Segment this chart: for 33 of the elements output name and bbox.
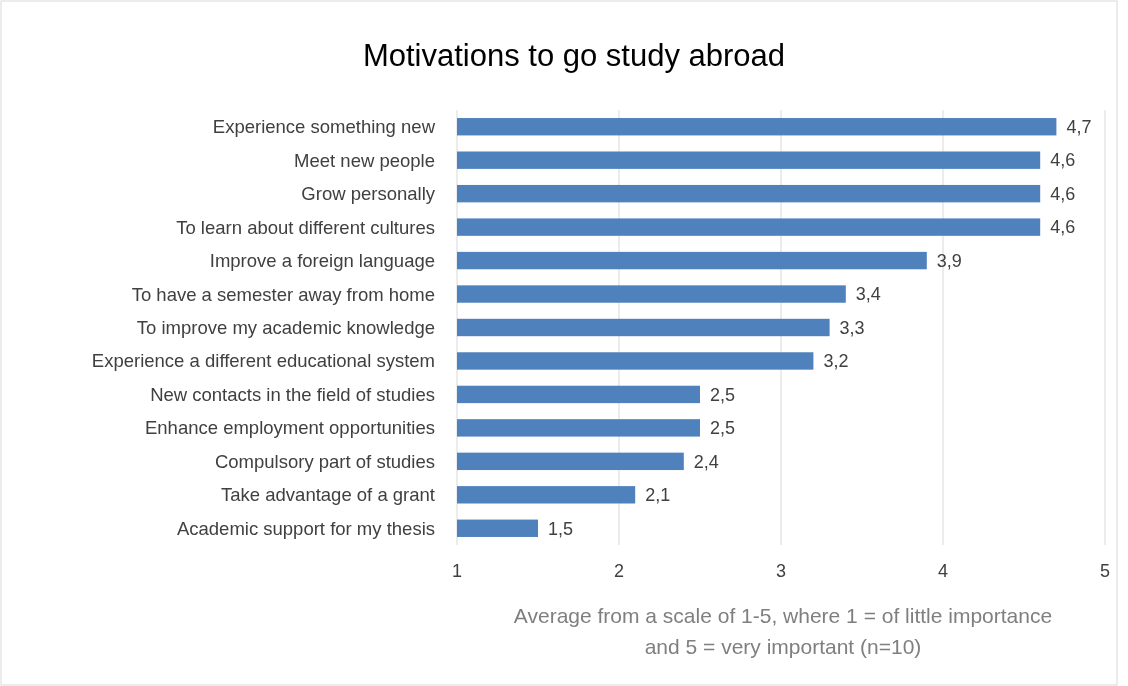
y-tick-label: New contacts in the field of studies [150, 383, 435, 405]
data-label: 3,3 [839, 317, 865, 338]
x-axis-title: Average from a scale of 1-5, where 1 = of little importance and 5 = very important (n=10) [513, 604, 1053, 658]
y-tick-label: Grow personally [301, 183, 436, 205]
y-tick-label: Compulsory part of studies [214, 450, 435, 472]
x-tick-label: 2 [613, 561, 625, 581]
chart-title: Motivations to go study abroad [362, 38, 786, 73]
data-label: 2,4 [693, 451, 719, 472]
data-label: 4,6 [1050, 217, 1076, 238]
x-tick-label: 4 [937, 561, 949, 581]
x-tick-label: 1 [451, 561, 463, 581]
y-tick-label: To have a semester away from home [131, 283, 435, 305]
data-label: 3,2 [823, 351, 849, 372]
data-label: 2,5 [710, 418, 736, 439]
y-tick-label: Enhance employment opportunities [144, 417, 435, 439]
data-label: 4,6 [1050, 150, 1076, 171]
data-label: 4,6 [1050, 183, 1076, 204]
y-tick-label: Experience something new [212, 116, 436, 138]
x-tick-label: 3 [775, 561, 787, 581]
data-label: 2,5 [710, 384, 736, 405]
data-label: 3,9 [936, 250, 962, 271]
y-tick-label: Experience a different educational system [91, 350, 435, 372]
y-tick-label: Take advantage of a grant [221, 484, 435, 506]
data-label: 3,4 [855, 284, 881, 305]
data-label: 2,1 [645, 485, 671, 506]
y-tick-label: To improve my academic knowledge [136, 316, 435, 338]
y-tick-label: Improve a foreign language [209, 250, 435, 272]
y-tick-label: Academic support for my thesis [176, 517, 435, 539]
data-label: 4,7 [1066, 117, 1092, 138]
data-label: 1,5 [548, 518, 574, 539]
x-tick-label: 5 [1099, 561, 1111, 581]
y-tick-label: Meet new people [294, 149, 435, 171]
y-tick-label: To learn about different cultures [176, 216, 435, 238]
